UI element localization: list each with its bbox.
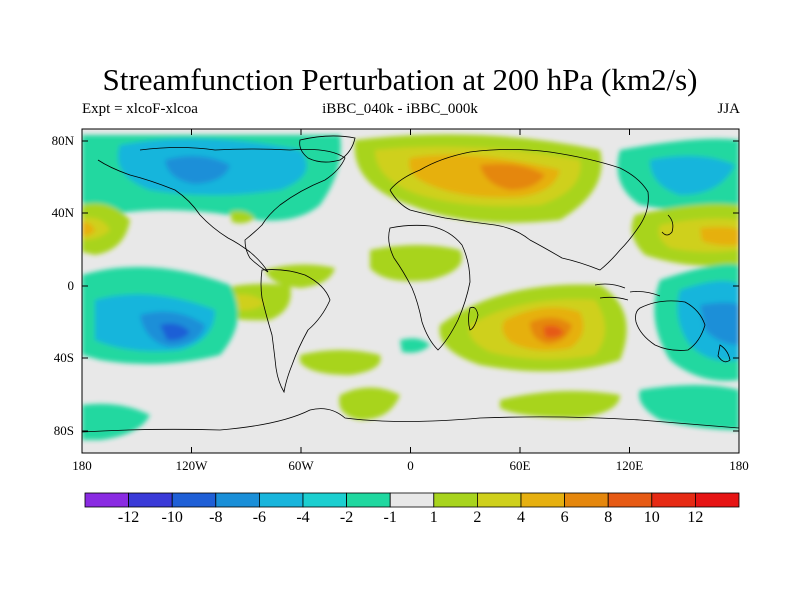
colorbar-tick-label: -8 (209, 509, 223, 526)
colorbar-swatch (476, 492, 522, 508)
coast-north-america (97, 147, 346, 273)
experiment-label: Expt = xlcoF-xlcoa (82, 101, 198, 117)
region-southern-ocean (339, 387, 400, 420)
colorbar-swatch (651, 492, 696, 508)
colorbar-tick-label: 6 (560, 509, 569, 526)
coast-africa (388, 224, 471, 351)
colorbar-tick-label: 10 (643, 509, 660, 526)
run-comparison-label: iBBC_040k - iBBC_000k (322, 101, 478, 117)
coast-madagascar (468, 306, 479, 331)
colorbar-swatch (346, 492, 391, 508)
lat-label-equator: 0 (67, 278, 75, 293)
colorbar-swatch (171, 492, 217, 508)
colorbar-tick-label: 4 (517, 509, 525, 526)
coast-europe-asia (389, 149, 649, 271)
colorbar-swatch (84, 492, 129, 508)
colorbar-tick-label: 12 (687, 509, 704, 526)
lat-label-40n: 40N (51, 205, 74, 220)
colorbar-tick-label: -4 (296, 509, 310, 526)
lon-label-60e: 60E (509, 458, 531, 473)
colorbar-swatch (695, 492, 740, 508)
colorbar-tick-label: -2 (339, 509, 354, 526)
lon-label-60w: 60W (288, 458, 314, 473)
coastlines (82, 135, 739, 433)
colorbar-tick-label: -6 (252, 509, 267, 526)
chart-title: Streamfunction Perturbation at 200 hPa (… (102, 62, 698, 97)
lon-label-0: 0 (407, 458, 414, 473)
coast-japan (661, 214, 674, 236)
lon-label-120w: 120W (175, 458, 208, 473)
colorbar-swatch (389, 492, 435, 508)
colorbar-swatch (564, 492, 609, 508)
lon-label-180-west: 180 (72, 458, 92, 473)
coast-greenland (299, 135, 356, 163)
colorbar-swatch (215, 492, 260, 508)
lon-label-180-east: 180 (729, 458, 749, 473)
colorbar-tick-label: 8 (604, 509, 613, 526)
contour-field (82, 129, 739, 453)
coast-australia (635, 300, 706, 351)
colorbar-swatch (433, 492, 478, 508)
axis-ticks (81, 129, 740, 453)
colorbar-tick-label: -12 (117, 509, 140, 526)
colorbar-tick-label: 1 (429, 509, 438, 526)
colorbar-tick-label: 2 (473, 509, 482, 526)
season-label: JJA (717, 101, 740, 117)
colorbar-swatch (302, 492, 347, 508)
coast-new-zealand (717, 344, 731, 363)
colorbar-swatch (607, 492, 653, 508)
colorbar-swatch (128, 492, 173, 508)
colorbar-tick-label: -1 (383, 509, 397, 526)
colorbar-swatch (520, 492, 565, 508)
lat-label-40s: 40S (53, 350, 74, 365)
lat-label-80s: 80S (53, 423, 74, 438)
coast-south-america (260, 269, 331, 394)
coast-indonesia (594, 283, 661, 301)
lat-label-80n: 80N (51, 133, 74, 148)
lon-label-120e: 120E (615, 458, 644, 473)
colorbar (84, 492, 740, 508)
colorbar-tick-label: -10 (161, 509, 183, 526)
colorbar-swatch (258, 492, 304, 508)
coast-antarctica (82, 408, 739, 433)
